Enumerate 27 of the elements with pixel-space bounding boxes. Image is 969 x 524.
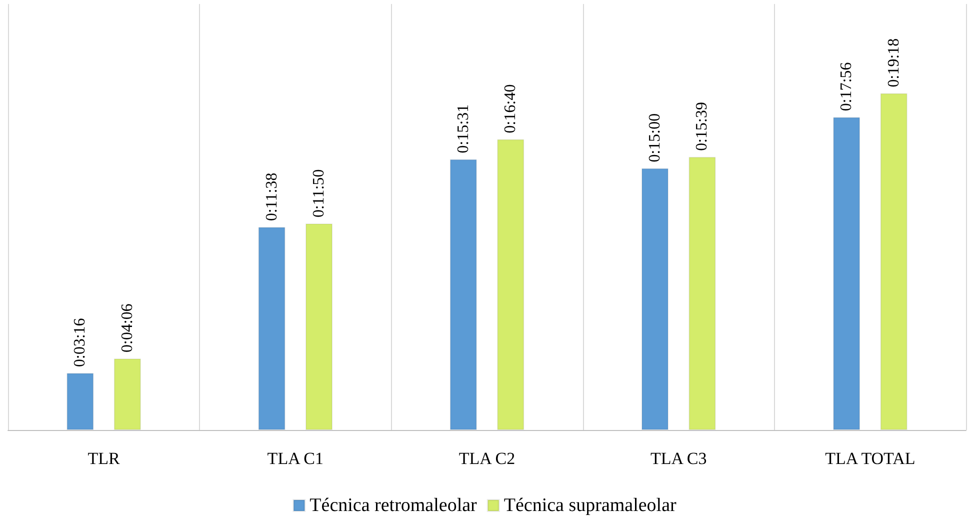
bar bbox=[497, 139, 524, 430]
bar bbox=[880, 93, 908, 430]
bar bbox=[306, 224, 333, 430]
bar bbox=[688, 156, 716, 430]
bar bbox=[66, 373, 94, 430]
x-tick-label: TLR bbox=[88, 449, 121, 468]
data-label: 0:11:38 bbox=[263, 172, 280, 222]
data-label: 0:04:06 bbox=[118, 304, 136, 352]
data-label: 0:17:56 bbox=[838, 62, 856, 112]
x-tick-label: TLA TOTAL bbox=[825, 449, 916, 468]
x-tick-label: TLA C3 bbox=[650, 449, 707, 468]
legend-label: Técnica retromaleolar bbox=[310, 495, 478, 516]
data-label: 0:11:50 bbox=[310, 169, 328, 218]
x-tick-label: TLA C1 bbox=[267, 449, 324, 468]
data-label: 0:03:16 bbox=[72, 318, 89, 367]
bar bbox=[641, 168, 668, 430]
data-label: 0:16:40 bbox=[502, 84, 520, 134]
data-label: 0:15:00 bbox=[646, 113, 664, 162]
bar bbox=[114, 358, 141, 430]
bar bbox=[450, 159, 477, 430]
data-label: 0:19:18 bbox=[885, 38, 902, 88]
bar bbox=[258, 227, 286, 430]
data-label: 0:15:31 bbox=[454, 104, 472, 154]
bar bbox=[833, 117, 860, 430]
legend-label: Técnica supramaleolar bbox=[504, 495, 678, 516]
data-label: 0:15:39 bbox=[694, 102, 711, 151]
x-tick-label: TLA C2 bbox=[458, 449, 516, 468]
